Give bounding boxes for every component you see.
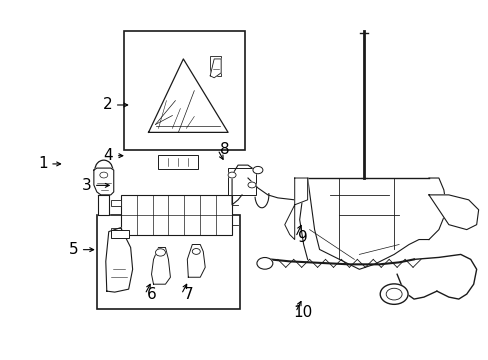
Circle shape <box>227 172 236 178</box>
Polygon shape <box>151 247 170 284</box>
Circle shape <box>386 288 401 300</box>
Polygon shape <box>187 244 205 277</box>
Circle shape <box>252 166 263 174</box>
Bar <box>97 215 240 309</box>
Circle shape <box>380 284 407 304</box>
Bar <box>158 155 198 169</box>
Circle shape <box>192 248 200 255</box>
Bar <box>111 200 121 206</box>
Text: 10: 10 <box>293 305 312 320</box>
Bar <box>121 195 232 235</box>
Text: 3: 3 <box>81 178 91 193</box>
Text: 7: 7 <box>183 287 193 302</box>
Circle shape <box>247 182 255 188</box>
Text: 9: 9 <box>297 230 307 245</box>
Polygon shape <box>284 178 307 239</box>
Text: 2: 2 <box>102 98 112 112</box>
Polygon shape <box>210 59 221 78</box>
Circle shape <box>155 249 165 256</box>
Text: 8: 8 <box>220 142 229 157</box>
Text: 5: 5 <box>68 242 78 257</box>
Bar <box>123 31 244 150</box>
Polygon shape <box>148 59 227 132</box>
Text: 4: 4 <box>103 148 113 163</box>
Text: 6: 6 <box>147 287 157 302</box>
Polygon shape <box>94 168 114 195</box>
Circle shape <box>256 257 272 269</box>
Bar <box>111 228 121 234</box>
Polygon shape <box>105 228 132 292</box>
Bar <box>210 56 221 76</box>
Bar <box>111 230 128 238</box>
Polygon shape <box>428 195 478 230</box>
Circle shape <box>100 172 107 178</box>
Bar <box>227 168 255 195</box>
Polygon shape <box>98 195 108 215</box>
Text: 1: 1 <box>38 157 47 171</box>
